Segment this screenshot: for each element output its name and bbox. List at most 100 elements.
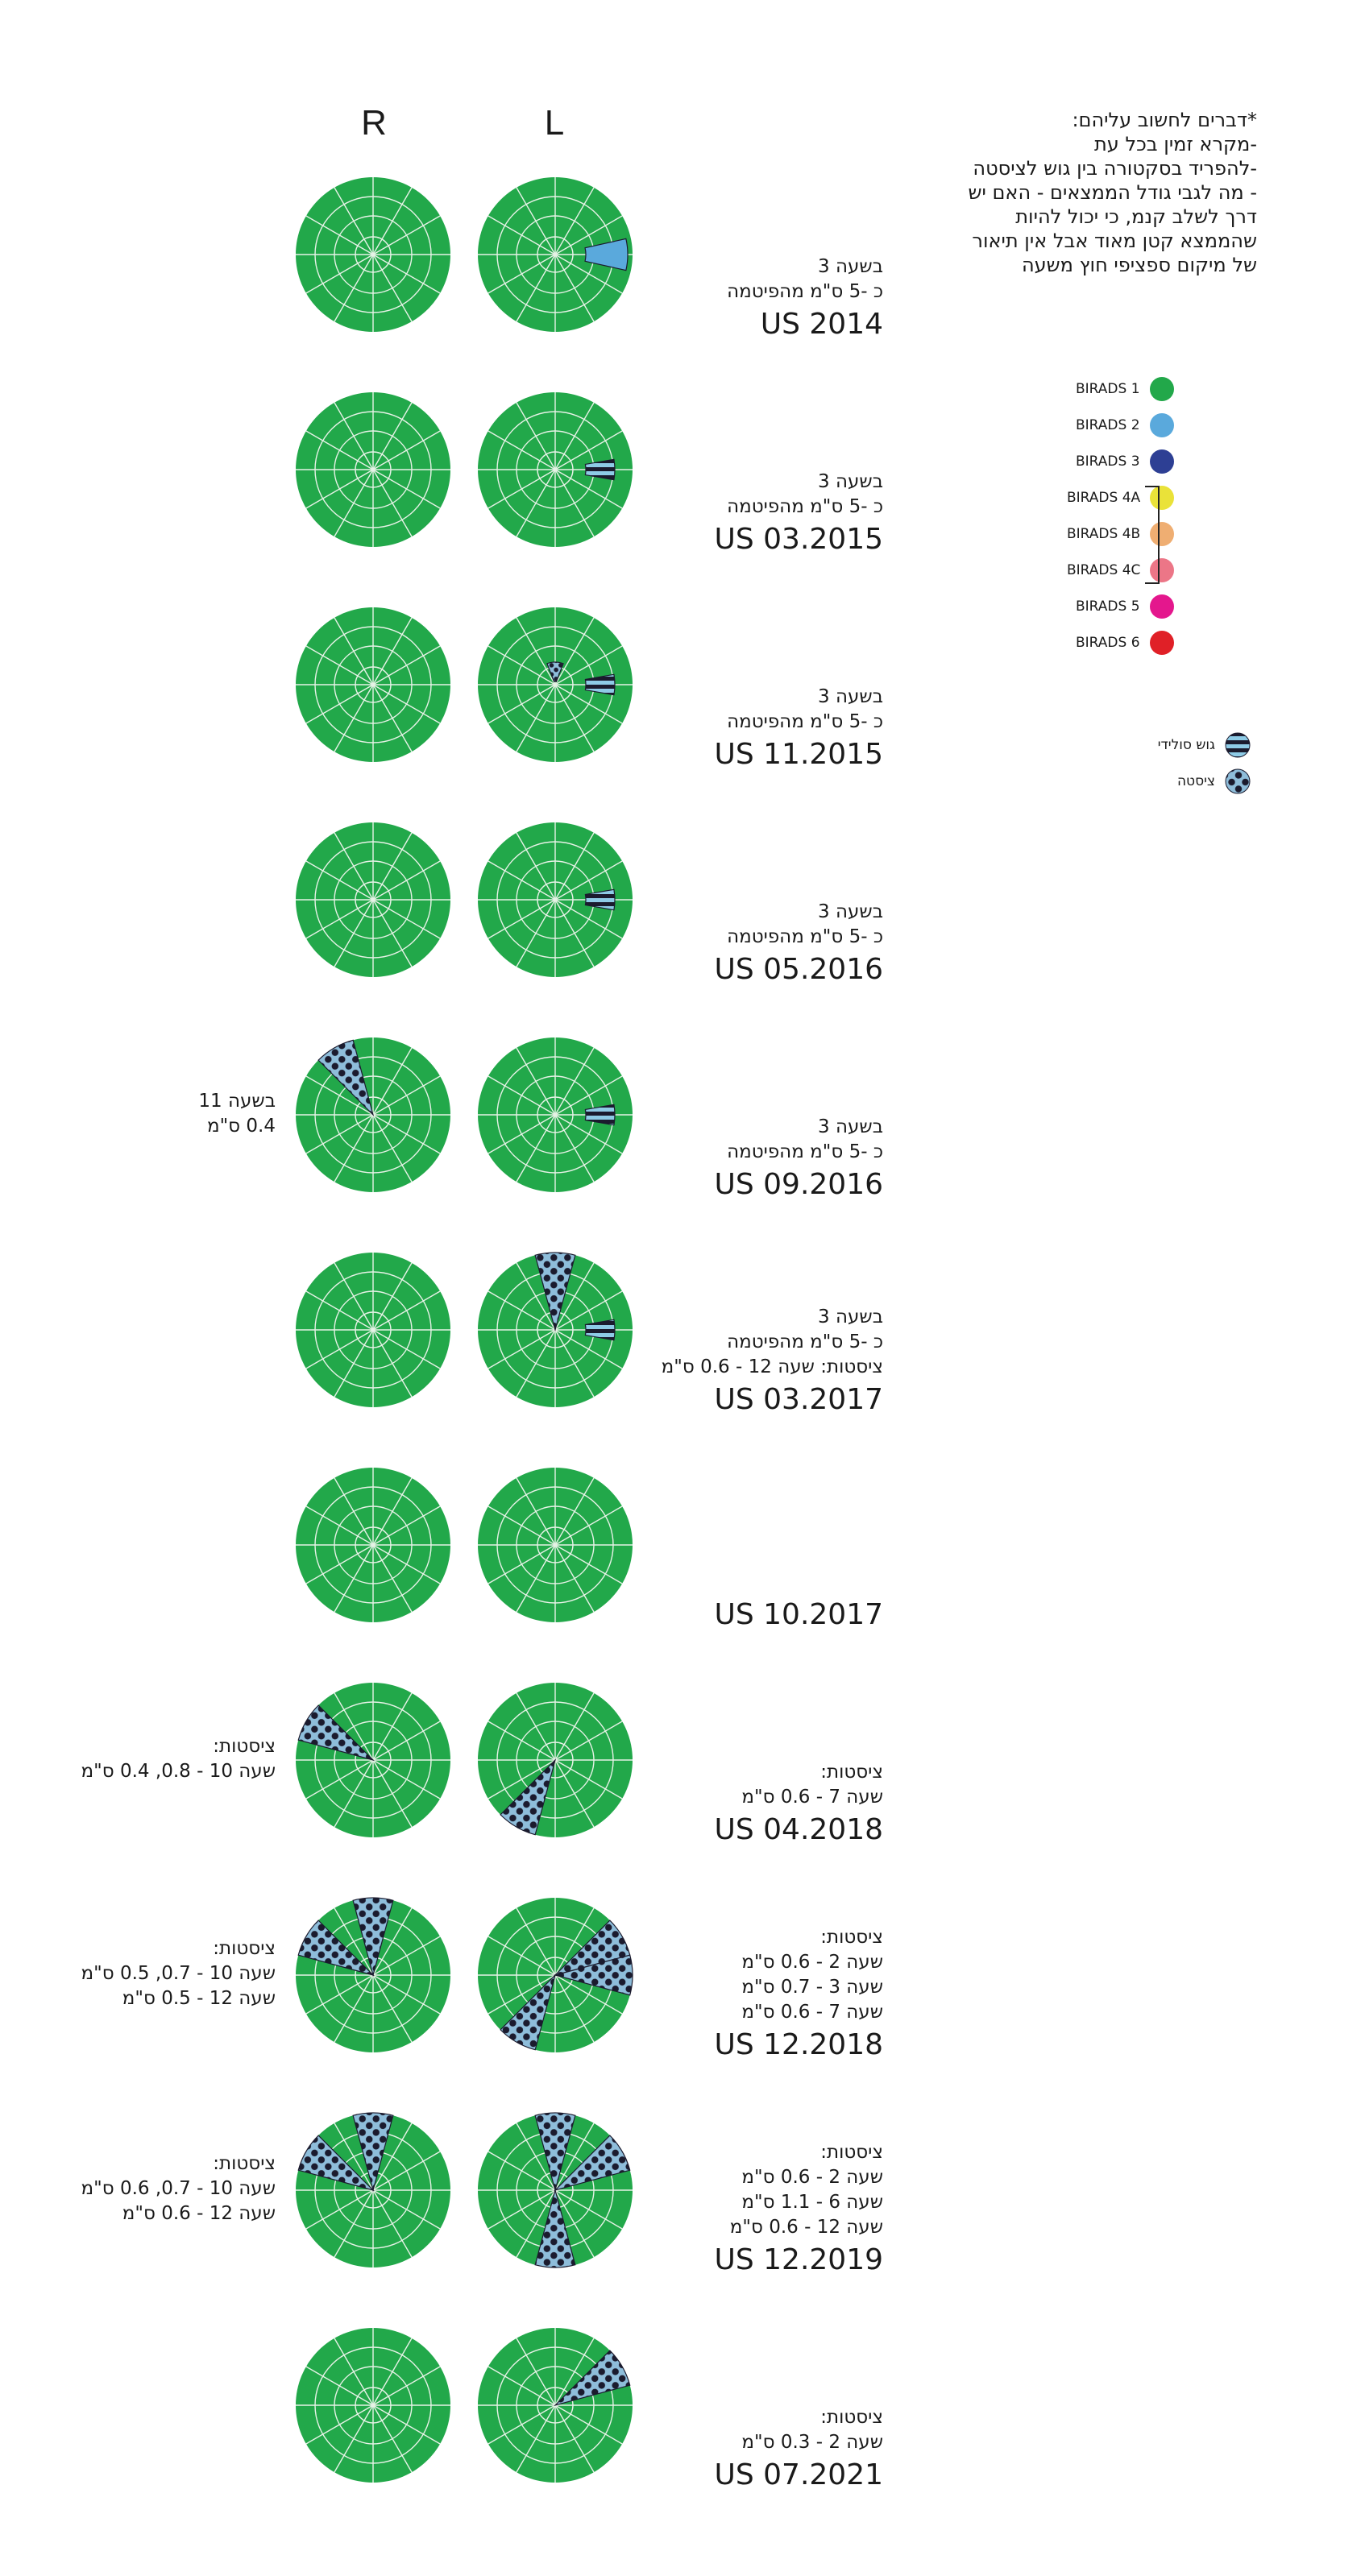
visit-finding-note: בשעה 3 כ -5 ס"מ מהפיטמה xyxy=(727,255,883,304)
note-line: כ -5 ס"מ מהפיטמה xyxy=(727,1331,883,1352)
legend-color-dot xyxy=(1149,594,1174,619)
visit-title: US 03.2015 xyxy=(714,523,883,556)
clock-spoke xyxy=(334,2338,374,2406)
legend-label: BIRADS 4B xyxy=(1067,526,1141,542)
clock-spoke xyxy=(305,1544,374,1584)
legend-label: BIRADS 4C xyxy=(1067,562,1141,578)
solid-mass-finding-h3 xyxy=(584,1104,616,1126)
visit-title: US 12.2019 xyxy=(714,2243,883,2276)
clock-spoke xyxy=(554,2338,595,2406)
clock-spoke xyxy=(372,1544,441,1584)
note-line: ציסטות: xyxy=(820,1762,883,1783)
clock-spoke xyxy=(516,1907,556,1976)
clock-spoke xyxy=(372,1505,441,1546)
clock-spoke xyxy=(372,617,413,685)
clock-spoke xyxy=(488,1505,556,1546)
clock-spoke xyxy=(334,1477,374,1546)
clock-spoke xyxy=(554,1759,595,1828)
clock-spoke xyxy=(488,1075,556,1116)
left-breast-clock xyxy=(478,607,633,762)
clock-spoke xyxy=(554,1974,595,2043)
note-line: כ -5 ס"מ מהפיטמה xyxy=(727,711,883,732)
clock-spoke xyxy=(488,899,556,939)
clock-spoke xyxy=(305,469,374,509)
clock-spoke xyxy=(305,430,374,470)
clock-spoke xyxy=(554,1329,595,1398)
clock-spoke xyxy=(488,645,556,685)
clock-spoke xyxy=(334,254,374,322)
legend-color-dot xyxy=(1150,522,1175,546)
clock-spoke xyxy=(334,1692,374,1761)
solid-mass-finding-h3 xyxy=(584,1319,616,1341)
legend-item: BIRADS 1 xyxy=(1076,377,1174,401)
clock-spoke xyxy=(334,1759,374,1828)
clock-spoke xyxy=(372,215,441,255)
clock-spoke xyxy=(488,1721,556,1761)
clock-spoke xyxy=(554,215,623,255)
birads-4-bracket xyxy=(1145,486,1160,584)
note-line: ציסטות: שעה 12 - 0.6 ס"מ xyxy=(661,1356,883,1377)
legend-color-dot xyxy=(1149,413,1174,437)
clock-spoke xyxy=(488,1329,556,1369)
clock-spoke xyxy=(372,1692,413,1761)
important-note-line: שהממצא קטן מאוד אבל אין תיאור xyxy=(972,230,1257,252)
visit-title: US 03.2017 xyxy=(714,1383,883,1416)
note-line: ציסטות: xyxy=(820,2142,883,2163)
legend-color-dot xyxy=(1149,449,1174,474)
clock-spoke xyxy=(372,2366,441,2406)
clock-spoke xyxy=(305,684,374,724)
visit-finding-note: ציסטות: שעה 2 - 0.6 ס"מ שעה 6 - 1.1 ס"מ שעה… xyxy=(730,2140,883,2240)
legend-label: BIRADS 1 xyxy=(1076,381,1140,397)
note-line: שעה 2 - 0.3 ס"מ xyxy=(741,2432,883,2453)
clock-spoke xyxy=(554,2404,623,2445)
clock-spoke xyxy=(372,469,441,509)
right-breast-clock xyxy=(296,392,450,547)
clock-spoke xyxy=(554,1114,623,1154)
clock-spoke xyxy=(516,402,556,470)
clock-spoke xyxy=(372,1075,441,1116)
clock-spoke xyxy=(554,1692,595,1761)
legend-label: BIRADS 4A xyxy=(1067,490,1141,506)
note-line: שעה 3 - 0.7 ס"מ xyxy=(741,1977,883,1998)
clock-spoke xyxy=(516,684,556,752)
note-line: שעה 7 - 0.6 ס"מ xyxy=(741,1787,883,1808)
important-note-line: -מקרא זמין בכל עת xyxy=(1094,133,1257,155)
right-breast-heading: R xyxy=(361,103,387,143)
clock-spoke xyxy=(372,832,413,901)
note-line: בשעה 3 xyxy=(818,256,883,277)
note-line: ציסטות: xyxy=(213,1736,276,1757)
right-breast-clock xyxy=(296,2112,450,2267)
legend-solid-mass: גוש סולידי xyxy=(1158,732,1251,758)
solid-mass-icon xyxy=(1225,732,1251,758)
clock-spoke xyxy=(554,1290,623,1331)
clock-spoke xyxy=(334,469,374,537)
clock-spoke xyxy=(372,469,413,537)
clock-spoke xyxy=(488,1759,556,1799)
clock-spoke xyxy=(554,645,623,685)
clock-spoke xyxy=(516,1047,556,1116)
legend-color-dot xyxy=(1149,377,1174,401)
clock-spoke xyxy=(554,469,595,537)
legend-color-dot xyxy=(1149,631,1174,655)
note-line: שעה 2 - 0.6 ס"מ xyxy=(741,2167,883,2188)
legend-item: BIRADS 6 xyxy=(1076,631,1174,655)
clock-spoke xyxy=(516,1114,556,1182)
clock-spoke xyxy=(554,1721,623,1761)
visit-finding-note: בשעה 3 כ -5 ס"מ מהפיטמה xyxy=(727,685,883,735)
clock-spoke xyxy=(488,2404,556,2445)
note-line: שעה 10 - 0.8, 0.4 ס"מ xyxy=(81,1761,276,1782)
clock-spoke xyxy=(372,2189,413,2258)
clock-spoke xyxy=(372,2404,441,2445)
cyst-finding-h10 xyxy=(297,1920,375,1977)
clock-spoke xyxy=(488,2366,556,2406)
clock-spoke xyxy=(488,2151,556,2191)
clock-spoke xyxy=(554,899,595,967)
clock-spoke xyxy=(554,1974,623,2015)
note-line: בשעה 3 xyxy=(818,901,883,922)
clock-spoke xyxy=(372,899,413,967)
clock-spoke xyxy=(516,1544,556,1613)
clock-spoke xyxy=(372,1290,441,1331)
note-line: שעה 2 - 0.6 ס"מ xyxy=(741,1952,883,1973)
birads2-finding-h3 xyxy=(584,238,629,271)
